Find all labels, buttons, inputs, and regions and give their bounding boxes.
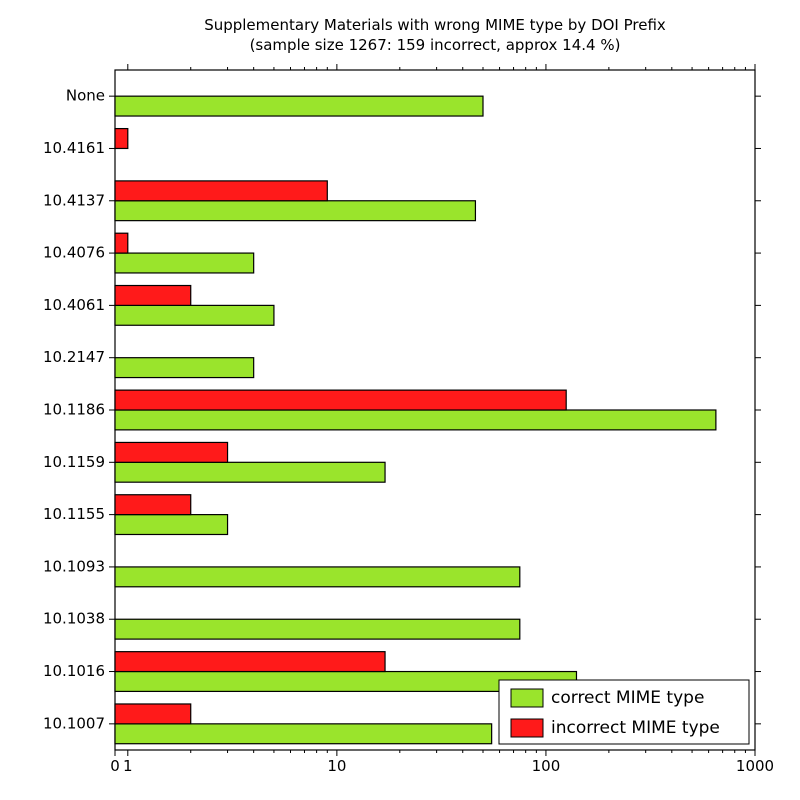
chart-title-line1: Supplementary Materials with wrong MIME … <box>204 16 666 34</box>
ytick-label: 10.2147 <box>43 348 105 366</box>
bar-incorrect <box>115 181 327 201</box>
bar-correct <box>115 567 520 587</box>
bar-incorrect <box>115 704 191 724</box>
ytick-label: 10.4137 <box>43 191 105 209</box>
ytick-label: None <box>66 87 105 105</box>
legend-label: correct MIME type <box>551 688 704 708</box>
xtick-label: 1 <box>123 757 133 775</box>
chart-svg: Supplementary Materials with wrong MIME … <box>0 0 800 800</box>
bar-incorrect <box>115 286 191 306</box>
ytick-label: 10.1186 <box>43 401 105 419</box>
xtick-label: 10 <box>327 757 346 775</box>
bar-correct <box>115 201 475 221</box>
bar-correct <box>115 358 254 378</box>
bar-correct <box>115 724 492 744</box>
ytick-label: 10.1016 <box>43 662 105 680</box>
ytick-label: 10.1038 <box>43 610 105 628</box>
bar-incorrect <box>115 233 128 253</box>
chart-container: Supplementary Materials with wrong MIME … <box>0 0 800 800</box>
bar-correct <box>115 619 520 639</box>
bar-incorrect <box>115 129 128 149</box>
legend-swatch <box>511 689 543 707</box>
bar-incorrect <box>115 652 385 672</box>
ytick-label: 10.4161 <box>43 139 105 157</box>
ytick-label: 10.1155 <box>43 505 105 523</box>
legend-label: incorrect MIME type <box>551 718 720 738</box>
ytick-label: 10.1159 <box>43 453 105 471</box>
bar-correct <box>115 96 483 116</box>
xtick-label: 0 <box>110 757 120 775</box>
bar-correct <box>115 462 385 482</box>
bar-correct <box>115 515 228 535</box>
chart-title-line2: (sample size 1267: 159 incorrect, approx… <box>250 36 621 54</box>
bar-correct <box>115 410 716 430</box>
legend-swatch <box>511 719 543 737</box>
bar-incorrect <box>115 390 566 410</box>
ytick-label: 10.4061 <box>43 296 105 314</box>
bar-correct <box>115 305 274 325</box>
bar-incorrect <box>115 442 228 462</box>
xtick-label: 100 <box>532 757 561 775</box>
bar-incorrect <box>115 495 191 515</box>
ytick-label: 10.1007 <box>43 714 105 732</box>
ytick-label: 10.1093 <box>43 557 105 575</box>
ytick-label: 10.4076 <box>43 244 105 262</box>
bar-correct <box>115 253 254 273</box>
xtick-label: 1000 <box>736 757 774 775</box>
